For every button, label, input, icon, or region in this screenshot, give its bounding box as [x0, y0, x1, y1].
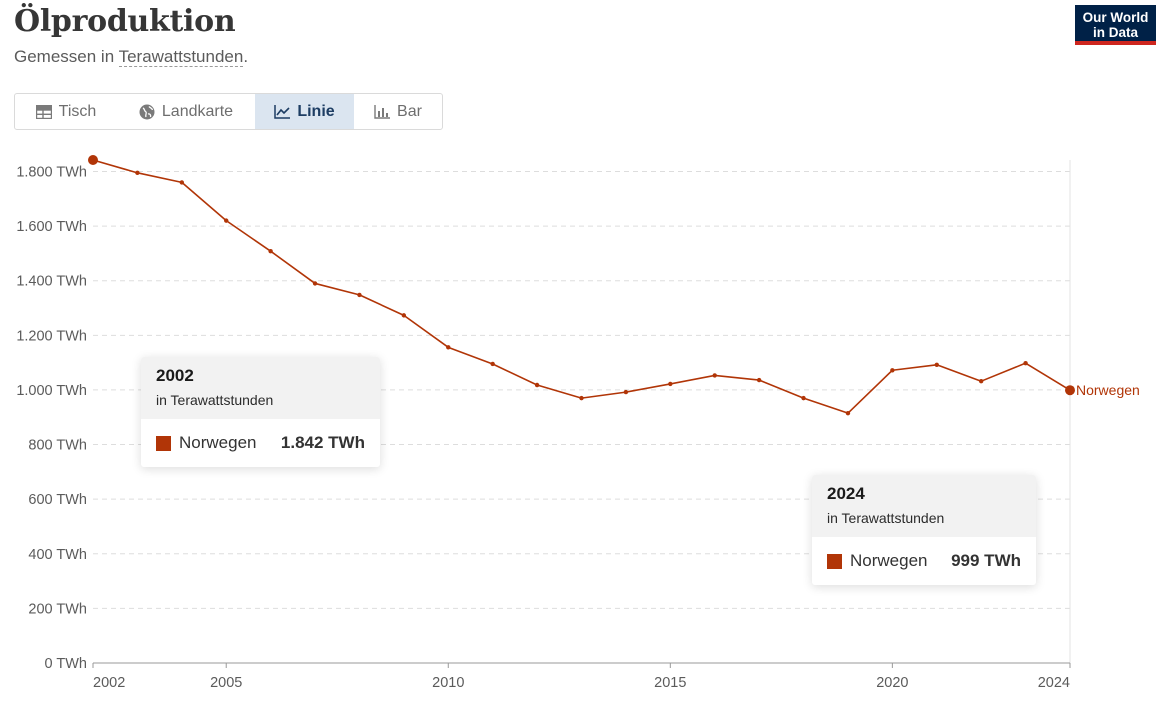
owid-logo[interactable]: Our World in Data: [1075, 5, 1156, 45]
y-tick-label: 600 TWh: [28, 492, 87, 508]
tooltip-unit: in Terawattstunden: [827, 510, 945, 526]
view-tabs: Tisch Landkarte Linie Bar: [14, 93, 443, 130]
x-tick-label: 2015: [654, 675, 686, 691]
series-norwegen[interactable]: Norwegen: [88, 155, 1140, 416]
y-tick-label: 200 TWh: [28, 601, 87, 617]
data-point: [401, 313, 407, 318]
logo-line-1: Our World: [1082, 10, 1149, 25]
data-point: [668, 381, 673, 387]
bar-chart-icon: [374, 104, 391, 119]
axes: 0 TWh 200 TWh 400 TWh 600 TWh 800 TWh 1.000 T…: [16, 164, 1071, 691]
x-tick-label: 2010: [432, 675, 464, 691]
y-tick-label: 1.400 TWh: [16, 274, 87, 290]
tooltip-year: 2024: [827, 484, 865, 503]
tab-line[interactable]: Linie: [255, 94, 354, 129]
y-tick-label: 0 TWh: [45, 656, 87, 672]
x-tick-label: 2020: [876, 675, 908, 691]
page-title: Ölproduktion: [14, 4, 236, 39]
tooltip-entity: Norwegen: [850, 551, 928, 570]
y-tick-label: 800 TWh: [28, 438, 87, 454]
page-subtitle: Gemessen in Terawattstunden.: [14, 47, 248, 67]
data-point: [801, 395, 806, 401]
tooltip-entity: Norwegen: [179, 433, 257, 452]
data-point: [1023, 360, 1028, 366]
y-tick-label: 1.600 TWh: [16, 219, 87, 235]
tab-bar[interactable]: Bar: [354, 94, 442, 129]
series-end-label: Norwegen: [1076, 382, 1140, 398]
subtitle-suffix: .: [243, 47, 249, 66]
data-point: [623, 389, 629, 395]
data-point: [1065, 385, 1075, 396]
subtitle-prefix: Gemessen in: [14, 47, 119, 66]
y-tick-label: 400 TWh: [28, 547, 87, 563]
legend-swatch: [827, 553, 842, 569]
data-point: [357, 292, 362, 298]
y-tick-label: 1.800 TWh: [16, 164, 87, 180]
tab-line-label: Linie: [297, 102, 335, 120]
data-point: [579, 395, 584, 401]
data-point: [712, 373, 717, 378]
tooltip-unit: in Terawattstunden: [156, 392, 274, 408]
line-chart-icon: [274, 104, 291, 119]
tooltip-2024: 2024 in Terawattstunden Norwegen 999 TWh: [812, 475, 1036, 585]
x-tick-label: 2024: [1038, 675, 1070, 691]
unit-definition-link[interactable]: Terawattstunden: [118, 47, 244, 67]
tooltip-value: 999 TWh: [951, 551, 1021, 570]
tab-table[interactable]: Tisch: [15, 94, 117, 129]
data-point: [934, 362, 939, 368]
x-tick-label: 2005: [210, 675, 242, 691]
x-tick-label: 2002: [93, 675, 125, 691]
data-point: [88, 155, 98, 165]
data-point: [978, 378, 984, 384]
data-point: [312, 281, 318, 286]
logo-line-2: in Data: [1092, 25, 1138, 40]
y-tick-label: 1.200 TWh: [16, 328, 87, 344]
tooltip-year: 2002: [156, 366, 194, 385]
legend-swatch: [156, 435, 171, 451]
data-point: [890, 368, 895, 373]
data-point: [490, 361, 495, 367]
tab-bar-label: Bar: [397, 102, 422, 120]
tab-table-label: Tisch: [58, 102, 97, 120]
y-tick-label: 1.000 TWh: [16, 383, 87, 399]
tooltip-value: 1.842 TWh: [280, 433, 365, 452]
data-point: [179, 180, 185, 185]
tab-map-label: Landkarte: [161, 102, 234, 120]
data-point: [446, 345, 451, 350]
data-point: [845, 410, 851, 416]
data-point: [224, 218, 229, 223]
tab-map[interactable]: Landkarte: [117, 94, 255, 129]
table-icon: [35, 104, 52, 119]
tooltip-2002: 2002 in Terawattstunden Norwegen 1.842 T…: [141, 357, 380, 467]
globe-icon: [139, 104, 155, 120]
data-point: [756, 377, 762, 383]
data-point: [268, 249, 273, 254]
data-point: [534, 382, 540, 388]
data-point: [135, 170, 140, 176]
